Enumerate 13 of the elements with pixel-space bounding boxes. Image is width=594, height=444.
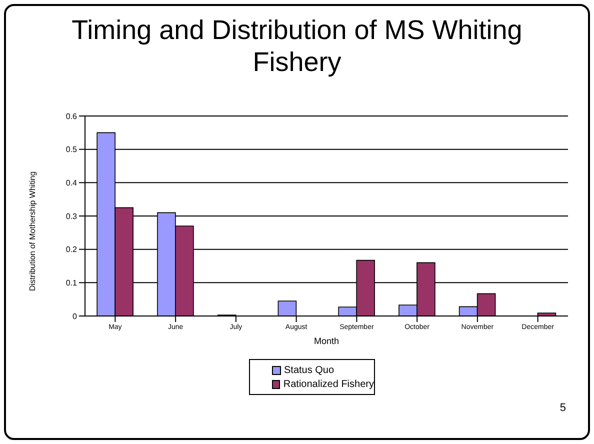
y-tick-label: 0.6	[66, 112, 78, 121]
y-tick-label: 0.5	[66, 145, 78, 154]
chart-title: Timing and Distribution of MS Whiting Fishery	[70, 14, 524, 78]
y-tick-label: 0	[72, 312, 78, 321]
y-axis-title: Distribution of Mothership Whiting	[28, 171, 37, 291]
text: 5	[560, 402, 566, 414]
y-tick-label: 0.2	[66, 245, 78, 254]
legend-label: Rationalized Fishery	[283, 378, 374, 390]
y-tick-label: 0.3	[66, 212, 78, 221]
y-tick-label: 0.4	[66, 178, 78, 188]
y-tick-label: 0.1	[66, 278, 78, 288]
legend-label: Status Quo	[284, 364, 334, 376]
x-axis-title: Month	[314, 336, 340, 346]
